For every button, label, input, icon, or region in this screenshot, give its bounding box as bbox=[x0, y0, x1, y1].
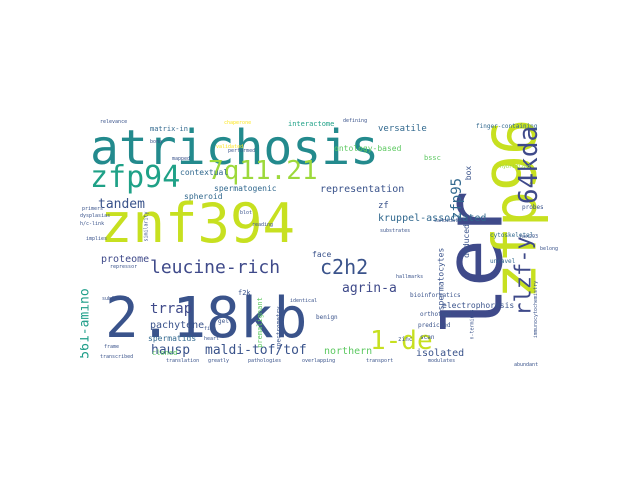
word-similarity: similarity bbox=[143, 211, 150, 242]
word-representation: representation bbox=[320, 184, 405, 195]
word-trrap: trrap bbox=[150, 301, 193, 317]
word-bona: bona bbox=[150, 139, 163, 145]
word-isolated: isolated bbox=[416, 348, 465, 359]
word-interactome: interactome bbox=[288, 120, 335, 128]
word-repressor: repressor bbox=[110, 264, 138, 270]
word-translation: translation bbox=[166, 358, 200, 364]
word-face: face bbox=[312, 250, 332, 259]
word-unravel: unravel bbox=[490, 258, 516, 265]
word-northern: northern bbox=[324, 346, 373, 357]
word-matrix-in: matrix-in bbox=[150, 125, 188, 133]
word-leucine-rich: leucine-rich bbox=[150, 257, 281, 278]
word-implies: implies bbox=[86, 236, 108, 242]
word-c2h2: c2h2 bbox=[320, 255, 369, 279]
word-heart: heart bbox=[204, 336, 220, 342]
word-zinc: zinc bbox=[398, 336, 413, 343]
word-performed: performed bbox=[228, 148, 256, 154]
word-probes: probes bbox=[522, 204, 544, 211]
word-atrichosis: atrichosis bbox=[90, 120, 379, 176]
word-ontology-based: ontology-based bbox=[334, 144, 402, 153]
word-subfamily: subfamily bbox=[102, 296, 130, 302]
word-primers: primers bbox=[82, 206, 104, 212]
word-spheroid: spheroid bbox=[184, 192, 223, 201]
word-cloud: atrichosis znf394 2.18kb ler zfp96 64kda… bbox=[80, 107, 560, 373]
word-box: box bbox=[464, 165, 474, 181]
word-1-de: 1-de bbox=[370, 326, 433, 356]
word-hybridized: hybridized bbox=[500, 164, 531, 170]
word-versatile: versatile bbox=[378, 124, 427, 134]
word-benign: benign bbox=[316, 314, 338, 321]
word-maldi-tof-tof: maldi-tof/tof bbox=[205, 343, 307, 358]
word-deduced: deduced bbox=[461, 224, 471, 258]
word-bssc: bssc bbox=[424, 154, 441, 162]
word-frame: frame bbox=[104, 344, 120, 350]
word-7q11-21: 7q11.21 bbox=[208, 156, 318, 186]
word-proteome: proteome bbox=[101, 254, 150, 265]
word-transcribed: transcribed bbox=[100, 354, 134, 360]
word-hallmarks: hallmarks bbox=[396, 274, 424, 280]
word-abundant: abundant bbox=[514, 362, 539, 368]
word-predicted: predicted bbox=[418, 322, 451, 329]
word-contextual: contextual bbox=[180, 168, 229, 177]
word-chaperone: chaperone bbox=[224, 120, 252, 126]
word-cytoskeletal: cytoskeletal bbox=[490, 232, 534, 239]
word-spermatogenic: spermatogenic bbox=[214, 184, 277, 193]
word-finger-containing: finger-containing bbox=[476, 123, 538, 130]
word-transport: transport bbox=[366, 358, 394, 364]
word-validated: validated bbox=[216, 144, 244, 150]
word-spermatids: spermatids bbox=[148, 334, 197, 343]
word-modulates: modulates bbox=[428, 358, 456, 364]
word-reading: reading bbox=[252, 222, 274, 228]
word-hek293: hek293 bbox=[520, 234, 539, 240]
word-identical: identical bbox=[290, 298, 318, 304]
word-candidate: candidate bbox=[434, 218, 462, 224]
word-bioinformatics: bioinformatics bbox=[410, 292, 461, 299]
word-fide: fide bbox=[204, 326, 217, 332]
word-zf: zf bbox=[378, 201, 389, 211]
word-orthotopic: orthotopic bbox=[420, 311, 457, 318]
word-gel: gel bbox=[218, 318, 229, 325]
word-greatly: greatly bbox=[208, 358, 230, 364]
word-premalignant: premalignant bbox=[255, 297, 264, 348]
word-relevance: relevance bbox=[100, 119, 128, 125]
word-znf394: znf394 bbox=[100, 192, 296, 255]
word-h-c-link: h/c-link bbox=[80, 221, 105, 227]
word-immunocytochemistry: immunocytochemistry bbox=[533, 280, 540, 339]
word-pathologies: pathologies bbox=[248, 358, 282, 364]
word-dysplasias: dysplasias bbox=[80, 213, 111, 219]
word-defining: defining bbox=[343, 118, 368, 124]
word-blot: blot bbox=[240, 210, 253, 216]
word-agrin-a: agrin-a bbox=[342, 281, 397, 296]
word-scan: scan bbox=[420, 334, 435, 341]
word-mapped: mapped bbox=[172, 156, 191, 162]
word-2-18kb: 2.18kb bbox=[105, 286, 308, 351]
word-spectrometry: spectrometry bbox=[275, 306, 283, 350]
word-substrates: substrates bbox=[380, 228, 411, 234]
word-electrophoresis: electrophoresis bbox=[442, 301, 515, 310]
word-cloned: cloned bbox=[152, 349, 178, 357]
word-overlapping: overlapping bbox=[302, 358, 336, 364]
word-kruppel-associated: kruppel-associated bbox=[378, 213, 487, 224]
word-hausp: hausp bbox=[151, 343, 191, 358]
word-561-amino: 561-amino bbox=[80, 288, 93, 359]
word-zfp94: zfp94 bbox=[90, 160, 181, 195]
word-n-terminus: n-terminus bbox=[469, 309, 476, 340]
word-belong: belong bbox=[540, 246, 559, 252]
word-f2k: f2k bbox=[238, 289, 251, 297]
word-pachytene: pachytene bbox=[150, 320, 205, 331]
word-tandem: tandem bbox=[98, 197, 145, 212]
